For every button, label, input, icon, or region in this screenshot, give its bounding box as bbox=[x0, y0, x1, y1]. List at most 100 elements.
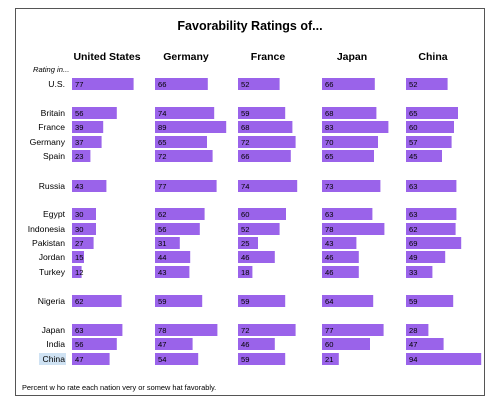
bar bbox=[155, 208, 205, 220]
bar bbox=[322, 295, 374, 307]
bar-value-label: 66 bbox=[158, 80, 166, 89]
row-label: Spain bbox=[43, 151, 65, 161]
bar bbox=[72, 237, 94, 249]
bar-value-label: 52 bbox=[409, 80, 417, 89]
bar-value-label: 33 bbox=[409, 268, 417, 277]
bar-value-label: 47 bbox=[158, 340, 166, 349]
bar-value-label: 72 bbox=[241, 138, 249, 147]
bar-value-label: 21 bbox=[325, 355, 333, 364]
bar bbox=[322, 107, 377, 119]
bar bbox=[238, 353, 286, 365]
bar-value-label: 30 bbox=[75, 225, 83, 234]
bar bbox=[406, 78, 448, 90]
row-label: Egypt bbox=[43, 209, 66, 219]
bar bbox=[406, 251, 446, 263]
bar-value-label: 44 bbox=[158, 253, 166, 262]
bar-value-label: 68 bbox=[241, 123, 249, 132]
bar-value-label: 37 bbox=[75, 138, 83, 147]
column-header: Japan bbox=[337, 51, 367, 63]
bar-value-label: 74 bbox=[158, 109, 166, 118]
bar bbox=[238, 78, 280, 90]
bar bbox=[322, 121, 389, 133]
bar bbox=[155, 251, 191, 263]
bar bbox=[72, 324, 123, 336]
bar-value-label: 65 bbox=[325, 152, 333, 161]
bar-value-label: 62 bbox=[75, 297, 83, 306]
bar-value-label: 70 bbox=[325, 138, 333, 147]
bar bbox=[322, 208, 373, 220]
bar bbox=[406, 353, 482, 365]
bar bbox=[72, 338, 117, 350]
bar bbox=[155, 107, 215, 119]
bar-value-label: 65 bbox=[409, 109, 417, 118]
bar-value-label: 77 bbox=[325, 326, 333, 335]
bar-value-label: 23 bbox=[75, 152, 83, 161]
bar-value-label: 46 bbox=[325, 268, 333, 277]
row-label: Turkey bbox=[39, 267, 66, 277]
bar bbox=[406, 338, 444, 350]
bar-value-label: 57 bbox=[409, 138, 417, 147]
bar-value-label: 43 bbox=[325, 239, 333, 248]
bar bbox=[155, 223, 200, 235]
bar-value-label: 59 bbox=[409, 297, 417, 306]
bar bbox=[238, 136, 296, 148]
bar-value-label: 59 bbox=[241, 109, 249, 118]
bar-value-label: 62 bbox=[409, 225, 417, 234]
bar bbox=[406, 266, 433, 278]
bar bbox=[406, 150, 442, 162]
bar-value-label: 68 bbox=[325, 109, 333, 118]
bar-value-label: 56 bbox=[158, 225, 166, 234]
bar bbox=[322, 136, 378, 148]
bar-value-label: 30 bbox=[75, 210, 83, 219]
bar bbox=[155, 78, 208, 90]
bar-value-label: 94 bbox=[409, 355, 417, 364]
bar bbox=[322, 237, 357, 249]
bar-value-label: 69 bbox=[409, 239, 417, 248]
bar bbox=[72, 208, 96, 220]
bar bbox=[155, 136, 207, 148]
bar bbox=[72, 295, 122, 307]
bar-value-label: 46 bbox=[241, 340, 249, 349]
bar bbox=[322, 78, 375, 90]
bar bbox=[322, 324, 384, 336]
bar bbox=[238, 266, 253, 278]
column-header: China bbox=[418, 51, 447, 63]
row-label: Indonesia bbox=[28, 224, 65, 234]
bar bbox=[322, 223, 385, 235]
bar bbox=[322, 338, 370, 350]
row-label: India bbox=[46, 339, 65, 349]
bar bbox=[155, 353, 199, 365]
bar-value-label: 78 bbox=[325, 225, 333, 234]
bar-value-label: 77 bbox=[75, 80, 83, 89]
bar bbox=[155, 121, 227, 133]
bar-value-label: 52 bbox=[241, 80, 249, 89]
bar bbox=[155, 324, 218, 336]
bar-value-label: 47 bbox=[409, 340, 417, 349]
bar bbox=[238, 251, 275, 263]
bar-value-label: 63 bbox=[325, 210, 333, 219]
bar bbox=[406, 107, 458, 119]
bar-value-label: 28 bbox=[409, 326, 417, 335]
bar-value-label: 25 bbox=[241, 239, 249, 248]
bar bbox=[72, 251, 84, 263]
bar bbox=[72, 223, 96, 235]
bar bbox=[72, 150, 91, 162]
bar-value-label: 63 bbox=[409, 182, 417, 191]
bar-value-label: 62 bbox=[158, 210, 166, 219]
bar-value-label: 89 bbox=[158, 123, 166, 132]
bar-value-label: 56 bbox=[75, 109, 83, 118]
bar bbox=[238, 150, 291, 162]
bar-value-label: 56 bbox=[75, 340, 83, 349]
row-label: U.S. bbox=[48, 79, 65, 89]
chart-title: Favorability Ratings of... bbox=[177, 19, 322, 33]
bar bbox=[322, 180, 381, 192]
bar-value-label: 65 bbox=[158, 138, 166, 147]
bar bbox=[406, 136, 452, 148]
row-label: Japan bbox=[42, 325, 66, 335]
bar-value-label: 66 bbox=[325, 80, 333, 89]
bar-value-label: 78 bbox=[158, 326, 166, 335]
bar-value-label: 54 bbox=[158, 355, 166, 364]
bar-value-label: 60 bbox=[325, 340, 333, 349]
bar-value-label: 77 bbox=[158, 182, 166, 191]
row-highlight bbox=[39, 353, 66, 365]
